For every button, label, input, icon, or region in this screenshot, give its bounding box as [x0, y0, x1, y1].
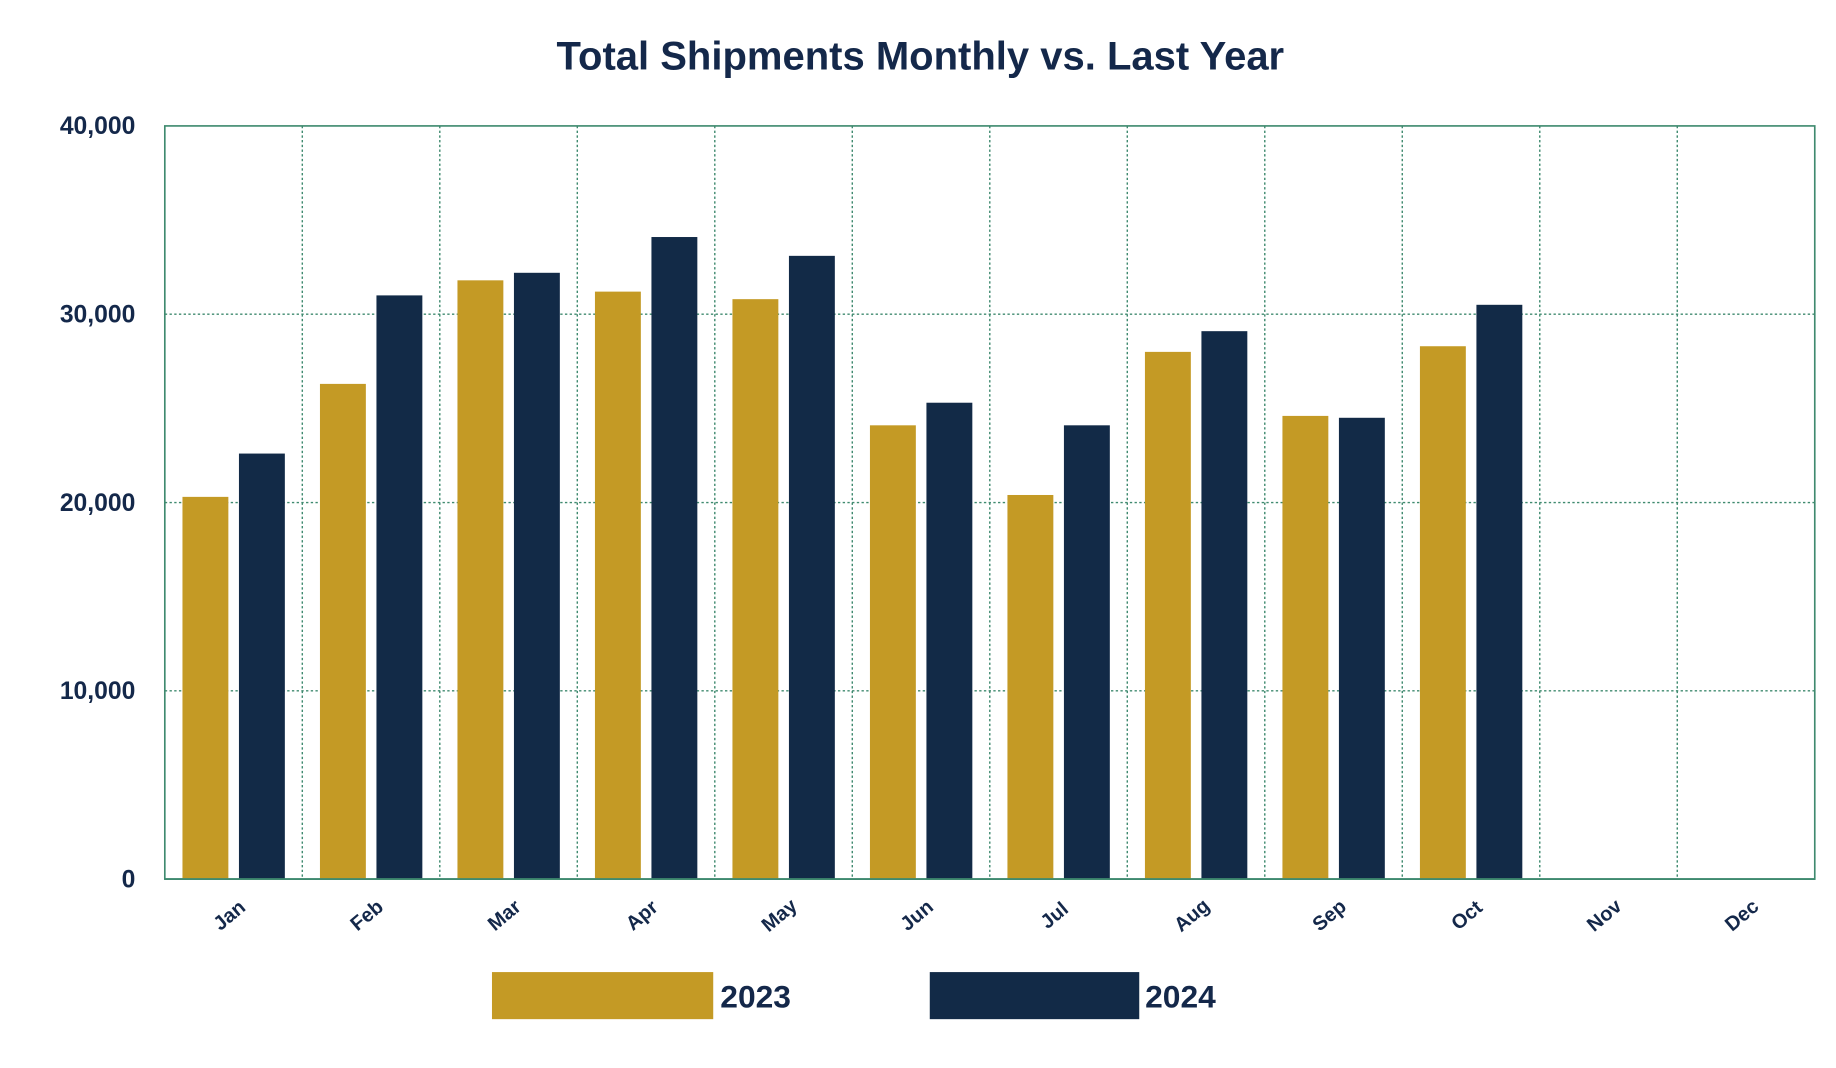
bar-2023-apr — [594, 291, 641, 880]
bar-2024-aug — [1201, 331, 1248, 880]
bar-2023-sep — [1282, 415, 1329, 880]
bar-2023-jul — [1007, 494, 1054, 880]
bar-2023-feb — [319, 383, 366, 880]
x-tick-label: Mar — [484, 896, 526, 936]
bar-2024-jun — [926, 402, 973, 880]
y-tick-label: 20,000 — [60, 490, 136, 517]
bar-2024-jul — [1063, 425, 1110, 880]
legend-label-2023: 2023 — [720, 978, 791, 1014]
x-tick-label: Apr — [622, 896, 663, 935]
x-tick-label: May — [758, 894, 803, 936]
legend-label-2024: 2024 — [1145, 978, 1216, 1014]
x-tick-label: Nov — [1583, 895, 1627, 937]
x-tick-label: Sep — [1309, 895, 1351, 935]
bar-2023-jan — [182, 496, 229, 880]
bar-2024-feb — [376, 295, 423, 880]
legend-swatch-2024 — [929, 972, 1140, 1020]
legend: 2023 2024 — [491, 972, 1216, 1020]
bar-2023-oct — [1419, 346, 1466, 880]
y-tick-label: 0 — [122, 866, 136, 893]
bar-2024-oct — [1476, 304, 1523, 880]
x-tick-label: Oct — [1447, 896, 1487, 935]
bar-2023-aug — [1144, 351, 1191, 880]
gridlines — [163, 125, 1816, 880]
y-tick-label: 10,000 — [60, 678, 136, 705]
legend-swatch-2023 — [491, 972, 714, 1020]
bar-2024-may — [788, 255, 835, 880]
x-tick-label: Aug — [1170, 895, 1214, 937]
x-axis: Jan Feb Mar Apr May Jun Jul Aug Sep Oct Nov Dec — [209, 894, 1763, 936]
y-tick-label: 40,000 — [60, 113, 136, 140]
x-tick-label: Jan — [209, 896, 250, 935]
x-tick-label: Dec — [1721, 895, 1763, 935]
chart-title: Total Shipments Monthly vs. Last Year — [557, 34, 1285, 78]
x-tick-label: Feb — [347, 896, 388, 936]
bar-2024-jan — [238, 453, 285, 880]
bar-2023-mar — [457, 280, 504, 880]
bar-2024-apr — [651, 237, 698, 880]
bars — [164, 237, 1815, 881]
bar-2023-may — [732, 299, 779, 880]
bar-2024-mar — [513, 272, 560, 880]
y-axis: 0 10,000 20,000 30,000 40,000 — [60, 113, 136, 893]
bar-2024-sep — [1338, 417, 1385, 880]
x-tick-label: Jul — [1037, 898, 1073, 933]
x-tick-label: Jun — [896, 896, 937, 936]
y-tick-label: 30,000 — [60, 301, 136, 328]
bar-2023-jun — [869, 425, 916, 880]
